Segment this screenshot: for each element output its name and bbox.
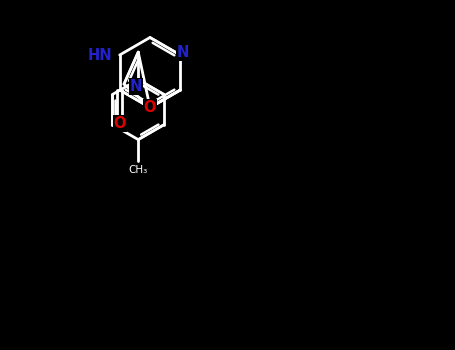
Text: N: N [177,45,189,60]
Text: O: O [113,116,126,131]
Text: N: N [130,79,142,94]
Text: CH₃: CH₃ [129,164,148,175]
Text: HN: HN [87,48,112,63]
Text: O: O [144,100,156,115]
